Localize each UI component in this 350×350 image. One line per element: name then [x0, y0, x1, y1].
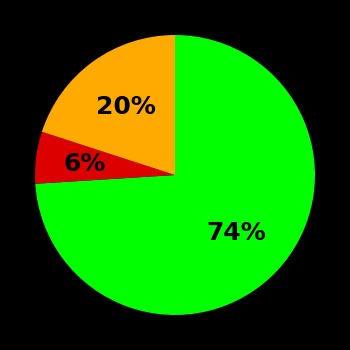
Wedge shape — [35, 35, 315, 315]
Text: 6%: 6% — [64, 152, 106, 176]
Text: 74%: 74% — [206, 220, 266, 245]
Wedge shape — [35, 132, 175, 184]
Text: 20%: 20% — [96, 95, 155, 119]
Wedge shape — [42, 35, 175, 175]
